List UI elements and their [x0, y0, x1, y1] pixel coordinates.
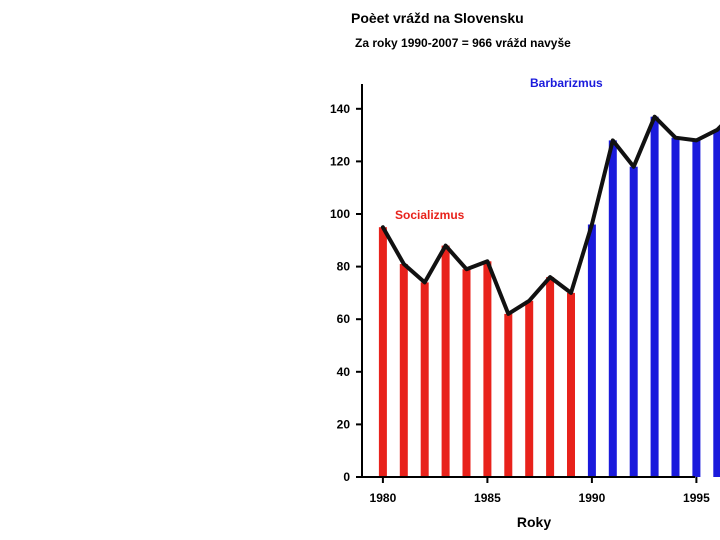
bar-1994 [671, 137, 680, 477]
bar-1986 [504, 313, 513, 477]
y-tick-label: 60 [337, 312, 351, 326]
bar-1981 [399, 264, 408, 477]
bar-1991 [608, 140, 617, 477]
bar-1983 [441, 245, 450, 477]
series-line [380, 114, 720, 316]
x-axis-label: Roky [517, 514, 551, 530]
chart-subtitle: Za roky 1990-2007 = 966 vrážd navyše [355, 36, 571, 50]
axes-layer [356, 84, 698, 483]
y-tick-label: 140 [330, 102, 350, 116]
y-tick-label: 20 [337, 417, 351, 431]
y-tick-label: 40 [337, 365, 351, 379]
y-tick-label: 100 [330, 207, 350, 221]
y-tick-label: 80 [337, 260, 351, 274]
x-tick-label: 1985 [474, 491, 501, 505]
x-tick-label: 1995 [683, 491, 710, 505]
bar-1996 [713, 129, 720, 478]
bar-1995 [692, 140, 701, 477]
annotation-socializmus: Socializmus [395, 208, 465, 222]
bar-1985 [483, 261, 492, 477]
bar-1992 [629, 166, 638, 477]
y-tick-label: 0 [343, 470, 350, 484]
bars-layer [378, 116, 720, 478]
bar-1993 [650, 116, 659, 477]
line-layer [380, 114, 720, 316]
bar-1990 [587, 224, 596, 477]
bar-1988 [546, 277, 555, 477]
y-tick-label: 120 [330, 154, 350, 168]
bar-1989 [567, 292, 575, 477]
x-tick-label: 1990 [579, 491, 606, 505]
chart-title: Poèet vrážd na Slovensku [351, 10, 524, 26]
annotation-barbarizmus: Barbarizmus [530, 76, 603, 90]
bar-1987 [525, 300, 534, 477]
bar-1980 [378, 227, 387, 477]
bar-1982 [420, 282, 429, 477]
labels-layer: 0204060801001201401980198519901995200020… [330, 76, 710, 530]
bar-1984 [462, 269, 471, 477]
x-tick-label: 1980 [370, 491, 397, 505]
